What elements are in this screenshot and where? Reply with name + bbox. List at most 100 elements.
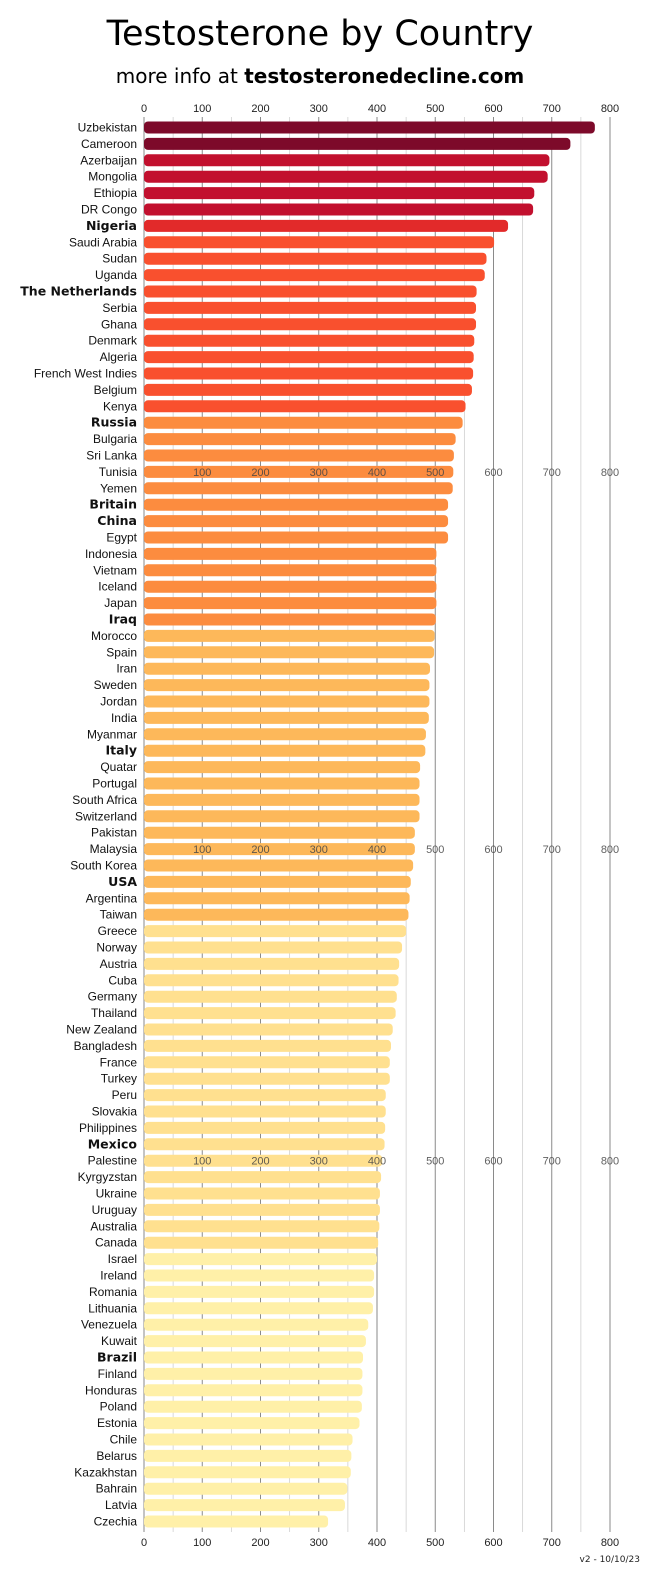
top-tick-label-100: 100 xyxy=(193,103,211,115)
bar-jordan xyxy=(144,695,430,708)
category-label-ukraine: Ukraine xyxy=(96,1187,138,1201)
bottom-tick-label-500: 500 xyxy=(426,1537,444,1549)
category-label-morocco: Morocco xyxy=(91,629,137,643)
category-label-belarus: Belarus xyxy=(96,1449,137,1463)
category-label-france: France xyxy=(100,1055,138,1069)
inner-tick-tunisia-800: 800 xyxy=(601,467,619,479)
inner-tick-malaysia-800: 800 xyxy=(601,844,619,856)
bar-mexico xyxy=(144,1138,385,1151)
bar-french-west-indies xyxy=(144,367,474,380)
bar-quatar xyxy=(144,761,421,774)
bar-germany xyxy=(144,990,397,1003)
bar-azerbaijan xyxy=(144,154,550,167)
category-label-latvia: Latvia xyxy=(105,1498,137,1512)
category-label-turkey: Turkey xyxy=(101,1072,137,1086)
bar-egypt xyxy=(144,531,449,544)
bar-britain xyxy=(144,498,449,511)
category-label-uganda: Uganda xyxy=(95,268,137,282)
category-label-czechia: Czechia xyxy=(94,1515,138,1529)
inner-tick-palestine-100: 100 xyxy=(193,1156,211,1168)
inner-tick-tunisia-600: 600 xyxy=(484,467,502,479)
category-label-iraq: Iraq xyxy=(109,612,137,627)
category-label-usa: USA xyxy=(108,874,137,889)
bar-australia xyxy=(144,1220,380,1233)
category-label-tunisia: Tunisia xyxy=(99,465,138,479)
inner-tick-labels: 100 200 300 400 500 600 700 800 100 200 300 400 500 6… xyxy=(193,467,619,1168)
bar-uzbekistan xyxy=(144,121,595,134)
category-label-norway: Norway xyxy=(96,941,137,955)
bar-cuba xyxy=(144,974,399,987)
category-label-australia: Australia xyxy=(90,1219,137,1233)
bar-nigeria xyxy=(144,219,509,232)
category-label-austria: Austria xyxy=(100,957,138,971)
inner-tick-palestine-600: 600 xyxy=(484,1156,502,1168)
bar-iraq xyxy=(144,613,436,626)
bar-kazakhstan xyxy=(144,1466,351,1479)
category-label-chile: Chile xyxy=(110,1433,138,1447)
inner-tick-malaysia-200: 200 xyxy=(251,844,269,856)
bar-argentina xyxy=(144,892,410,905)
bottom-tick-label-800: 800 xyxy=(601,1537,619,1549)
inner-tick-palestine-500: 500 xyxy=(426,1156,444,1168)
top-tick-label-200: 200 xyxy=(251,103,269,115)
bar-belarus xyxy=(144,1449,352,1462)
bar-serbia xyxy=(144,301,477,314)
bar-malaysia xyxy=(144,843,415,856)
bar-lithuania xyxy=(144,1302,373,1315)
category-label-brazil: Brazil xyxy=(97,1350,137,1365)
category-label-uruguay: Uruguay xyxy=(92,1203,137,1217)
bar-kenya xyxy=(144,400,466,413)
bar-belgium xyxy=(144,383,472,396)
inner-tick-palestine-800: 800 xyxy=(601,1156,619,1168)
bar-turkey xyxy=(144,1072,390,1085)
category-label-argentina: Argentina xyxy=(86,891,138,905)
category-label-mongolia: Mongolia xyxy=(88,170,137,184)
category-label-new-zealand: New Zealand xyxy=(66,1023,137,1037)
category-label-sudan: Sudan xyxy=(102,252,137,266)
category-label-serbia: Serbia xyxy=(102,301,137,315)
bar-philippines xyxy=(144,1121,386,1134)
inner-tick-tunisia-500: 500 xyxy=(426,467,444,479)
category-label-sri-lanka: Sri Lanka xyxy=(86,449,137,463)
category-label-nigeria: Nigeria xyxy=(86,218,137,233)
inner-tick-palestine-400: 400 xyxy=(368,1156,386,1168)
inner-tick-palestine-700: 700 xyxy=(543,1156,561,1168)
category-label-india: India xyxy=(111,711,137,725)
bar-italy xyxy=(144,744,426,757)
subtitle-website-link[interactable]: testosteronedecline.com xyxy=(244,64,525,88)
bar-latvia xyxy=(144,1499,345,1512)
bar-bangladesh xyxy=(144,1039,391,1052)
category-label-peru: Peru xyxy=(112,1088,137,1102)
bar-japan xyxy=(144,597,437,610)
bar-uganda xyxy=(144,269,485,282)
category-label-china: China xyxy=(97,513,137,528)
category-label-greece: Greece xyxy=(98,924,138,938)
bar-kuwait xyxy=(144,1335,366,1348)
bar-peru xyxy=(144,1089,386,1102)
inner-tick-palestine-200: 200 xyxy=(251,1156,269,1168)
bar-portugal xyxy=(144,777,420,790)
category-label-thailand: Thailand xyxy=(91,1006,137,1020)
bottom-tick-label-600: 600 xyxy=(484,1537,502,1549)
chart-subtitle: more info at testosteronedecline.com xyxy=(0,64,640,88)
bar-switzerland xyxy=(144,810,420,823)
bar-ethiopia xyxy=(144,187,535,200)
bar-austria xyxy=(144,957,400,970)
bars xyxy=(144,121,595,1528)
category-label-algeria: Algeria xyxy=(100,350,138,364)
inner-tick-tunisia-400: 400 xyxy=(368,467,386,479)
category-label-uzbekistan: Uzbekistan xyxy=(78,121,137,135)
category-label-venezuela: Venezuela xyxy=(81,1318,137,1332)
category-label-iran: Iran xyxy=(116,662,137,676)
bar-ukraine xyxy=(144,1187,380,1200)
bar-morocco xyxy=(144,629,435,642)
category-label-ghana: Ghana xyxy=(101,317,137,331)
bar-south-africa xyxy=(144,793,420,806)
category-label-mexico: Mexico xyxy=(88,1136,138,1151)
category-label-bulgaria: Bulgaria xyxy=(93,432,137,446)
bar-pakistan xyxy=(144,826,415,839)
bar-greece xyxy=(144,925,407,938)
category-label-south-korea: South Korea xyxy=(70,859,137,873)
chart-title: Testosterone by Country xyxy=(106,14,534,54)
bar-france xyxy=(144,1056,390,1069)
